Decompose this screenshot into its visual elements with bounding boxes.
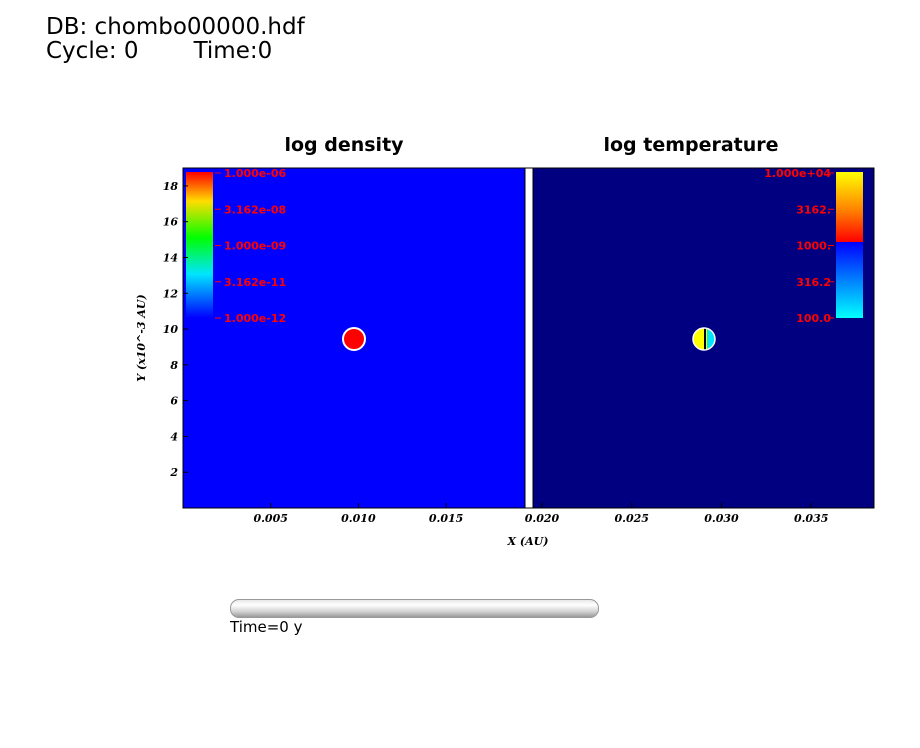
y-tick-label: 8 [170,359,178,372]
x-tick-label: 0.035 [794,512,828,525]
y-axis-ticks: 2 4 6 8 10 12 14 16 18 [163,180,188,479]
y-tick-label: 6 [170,395,178,408]
density-blob [342,327,366,351]
cycle-label: Cycle: 0 [46,38,139,64]
y-tick-label: 2 [169,466,178,479]
x-axis-label: X (AU) [507,535,549,548]
x-tick-label: 0.005 [253,512,287,525]
density-colorbar-label: 1.000e-06 [224,167,286,180]
x-tick-label: 0.020 [525,512,560,525]
x-tick-label: 0.015 [429,512,463,525]
density-colorbar-label: 1.000e-12 [224,312,286,325]
temperature-plot-title: log temperature [603,134,779,156]
temperature-colorbar-upper [836,172,863,242]
temperature-blob [692,327,716,351]
x-tick-label: 0.025 [614,512,648,525]
temperature-colorbar-label: 3162. [796,203,831,216]
density-colorbar-label: 1.000e-09 [224,240,286,253]
database-label: DB: chombo00000.hdf [46,14,305,40]
density-colorbar [186,172,213,318]
temperature-colorbar-lower [836,242,863,318]
time-label: Time:0 [193,38,273,64]
time-slider-label: Time=0 y [230,618,303,636]
density-colorbar-labels: 1.000e-06 3.162e-08 1.000e-09 3.162e-11 1.00… [215,167,286,325]
density-colorbar-label: 3.162e-11 [224,276,286,289]
x-tick-label: 0.010 [341,512,376,525]
y-tick-label: 16 [163,216,179,229]
temperature-colorbar-label: 316.2 [796,276,831,289]
time-slider[interactable] [230,599,599,618]
x-tick-label: 0.030 [704,512,739,525]
y-tick-label: 14 [163,251,178,264]
cycle-time-label: Cycle: 0 Time:0 [46,38,272,64]
y-tick-label: 18 [163,180,179,193]
x-axis-ticks: 0.005 0.010 0.015 0.020 0.025 0.030 0.035 [253,503,828,525]
plot-frame [182,167,875,509]
y-tick-label: 12 [163,287,179,300]
density-plot-title: log density [284,134,404,156]
temperature-colorbar-labels: 1.000e+04 3162. 1000. 316.2 100.0 [764,167,834,325]
temperature-colorbar-label: 1.000e+04 [764,167,831,180]
temperature-colorbar-label: 1000. [796,240,831,253]
temperature-colorbar-label: 100.0 [796,312,831,325]
y-tick-label: 4 [170,430,178,443]
density-colorbar-label: 3.162e-08 [224,203,286,216]
y-axis-label: Y (x10^-3 AU) [135,294,148,381]
y-tick-label: 10 [163,323,179,336]
